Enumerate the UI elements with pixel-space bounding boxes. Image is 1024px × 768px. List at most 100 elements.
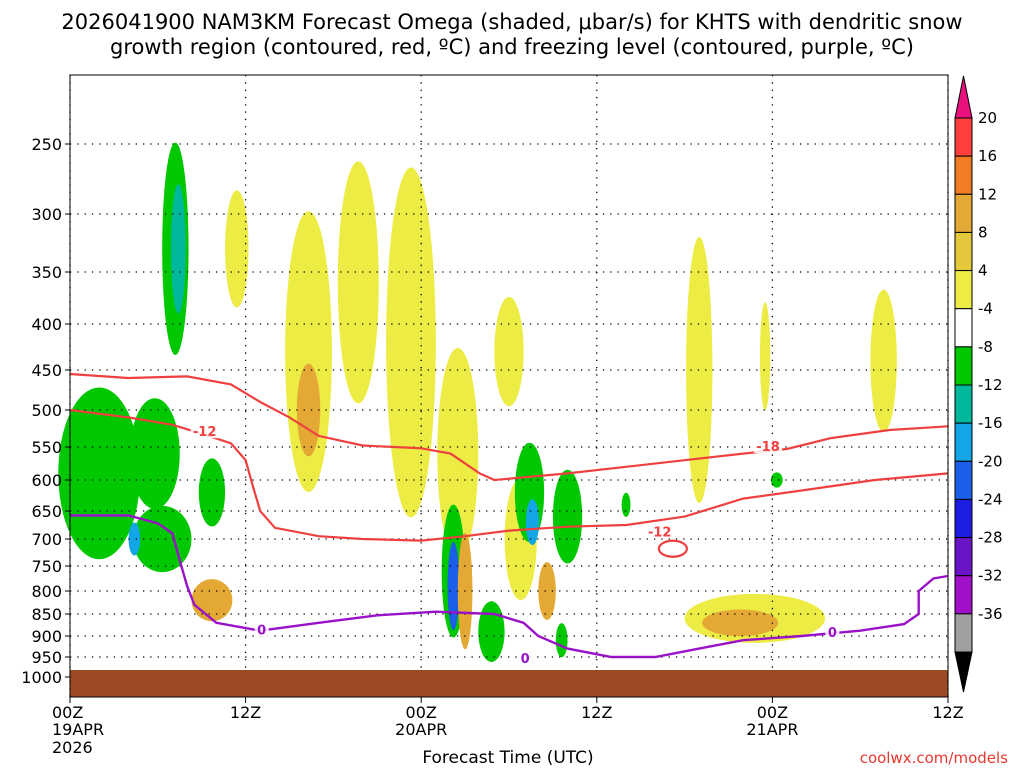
x-tick-year-0: 2026 (52, 738, 93, 757)
colorbar-bottom-arrow (954, 651, 973, 693)
colorbar-label-9: -16 (978, 414, 1003, 432)
omega-blob-9 (494, 297, 524, 407)
y-axis: 250 300 350 400 450 500 550 600 650 700 750 800 850 9… (21, 135, 70, 687)
y-tick-label-550: 550 (31, 438, 62, 457)
freezing-level-contour (70, 514, 949, 659)
omega-blob-14 (198, 458, 226, 527)
colorbar-label-4: 8 (978, 223, 988, 241)
dgz-label-bg-1 (754, 439, 783, 453)
freezing-level-label-2: 0 (521, 652, 530, 667)
colorbar-bin-1 (954, 117, 973, 157)
colorbar-bin-3 (954, 193, 973, 233)
omega-blob-31 (759, 302, 771, 411)
colorbar-bin-8 (954, 384, 973, 424)
x-tick-date-24: 20APR (395, 720, 447, 739)
y-tick-label-250: 250 (31, 135, 62, 154)
freezing-label-bg-2 (518, 651, 533, 665)
colorbar-bin-14 (954, 613, 973, 653)
omega-blob-32 (770, 472, 783, 488)
colorbar-label-3: 12 (978, 185, 997, 203)
contours: -18 -12 -12 0 0 0 (69, 372, 949, 667)
y-tick-label-600: 600 (31, 471, 62, 490)
x-tick-label-60: 12Z (932, 703, 963, 722)
x-axis-label: Forecast Time (UTC) (422, 748, 593, 768)
omega-blob-2 (170, 184, 186, 314)
dgz-label-bg-2 (190, 424, 219, 439)
chart-title-line-2: growth region (contoured, red, ºC) and f… (110, 35, 914, 59)
colorbar-label-11: -24 (978, 490, 1003, 508)
plot-frame (69, 74, 949, 698)
omega-blob-15 (191, 579, 233, 622)
omega-blob-6 (337, 161, 379, 404)
omega-blob-30 (870, 289, 897, 432)
omega-blob-19 (478, 601, 505, 662)
colorbar-label-5: 4 (978, 262, 988, 280)
colorbar-top-arrow (954, 75, 973, 119)
dgz-contour-label-3: -12 (648, 525, 672, 540)
colorbar-label-6: -4 (978, 300, 993, 318)
omega-blob-5 (296, 363, 321, 457)
freezing-level-label-1: 0 (257, 624, 266, 639)
colorbar-label-12: -28 (978, 529, 1003, 547)
y-tick-label-300: 300 (31, 205, 62, 224)
colorbar-bin-13 (954, 575, 973, 615)
x-tick-date-48: 21APR (746, 720, 798, 739)
colorbar-bin-6 (954, 308, 973, 348)
omega-blob-3 (225, 190, 249, 308)
omega-blob-12 (132, 505, 192, 573)
dgz-contour-label-1: -18 (756, 440, 780, 455)
y-tick-label-1000: 1000 (21, 668, 62, 687)
omega-blob-8 (437, 348, 479, 560)
colorbar-bin-2 (954, 155, 973, 195)
y-tick-label-750: 750 (31, 557, 62, 576)
y-tick-label-450: 450 (31, 361, 62, 380)
colorbar-bin-7 (954, 346, 973, 386)
y-tick-label-700: 700 (31, 530, 62, 549)
y-tick-label-850: 850 (31, 605, 62, 624)
y-tick-label-400: 400 (31, 315, 62, 334)
colorbar-label-2: 16 (978, 147, 997, 165)
colorbar-bin-5 (954, 270, 973, 310)
colorbar-label-1: 20 (978, 109, 997, 127)
colorbar-label-13: -32 (978, 567, 1003, 585)
x-tick-label-0: 00Z (52, 703, 83, 722)
freezing-label-bg-3 (825, 624, 840, 639)
colorbar-bin-4 (954, 231, 973, 272)
x-tick-label-36: 12Z (581, 703, 612, 722)
colorbar: 20 16 12 8 4 -4 -8 -12 -16 -20 -24 -28 -32 -36 (954, 75, 1003, 693)
omega-blob-7 (386, 167, 436, 518)
omega-blob-24 (552, 469, 583, 564)
x-tick-label-12: 12Z (230, 703, 261, 722)
x-tick-date-0: 19APR (52, 720, 104, 739)
y-tick-label-900: 900 (31, 627, 62, 646)
dgz-contour-label-2: -12 (193, 425, 217, 440)
y-tick-label-650: 650 (31, 502, 62, 521)
ground-terrain (70, 670, 948, 697)
colorbar-bin-10 (954, 460, 973, 500)
colorbar-label-14: -36 (978, 605, 1003, 623)
omega-blob-27 (686, 237, 713, 503)
y-tick-label-950: 950 (31, 648, 62, 667)
omega-blob-13 (128, 522, 141, 556)
y-tick-label-500: 500 (31, 401, 62, 420)
gridlines (69, 75, 949, 697)
omega-blob-29 (702, 609, 779, 637)
colorbar-bin-11 (954, 498, 973, 539)
omega-blob-11 (129, 398, 180, 509)
y-tick-label-800: 800 (31, 582, 62, 601)
y-tick-label-350: 350 (31, 263, 62, 282)
plot-area: -18 -12 -12 0 0 0 (58, 74, 949, 698)
chart-title-line-1: 2026041900 NAM3KM Forecast Omega (shaded… (61, 10, 962, 34)
omega-blob-23 (538, 562, 556, 620)
dgz-label-bg-3 (645, 524, 674, 539)
freezing-level-label-3: 0 (828, 626, 837, 641)
omega-blob-17 (447, 541, 460, 631)
omega-blob-26 (555, 623, 568, 658)
x-tick-label-48: 00Z (757, 703, 788, 722)
source-credit: coolwx.com/models (860, 749, 1008, 767)
omega-blob-25 (621, 492, 631, 517)
colorbar-label-8: -12 (978, 376, 1003, 394)
colorbar-bin-9 (954, 422, 973, 462)
